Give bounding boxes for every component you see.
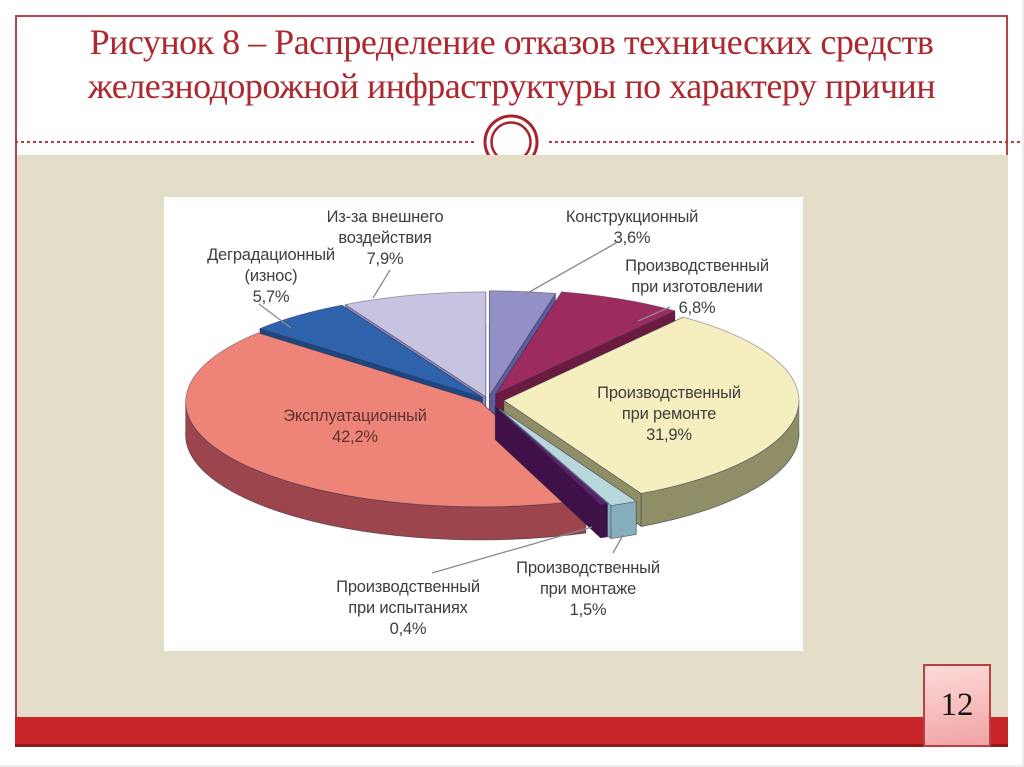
page-number-badge: 12 <box>923 664 991 747</box>
page-edge-right <box>1022 0 1024 767</box>
pie-slice-5 <box>185 332 587 541</box>
pie-label: Из-за внешнего воздействия 7,9% <box>326 208 444 268</box>
leader-line <box>258 303 292 329</box>
pie-slice-4 <box>494 406 608 539</box>
pie-label: Производственный при ремонте 31,9% <box>597 384 741 444</box>
pie-label: Производственный при изготовлении 6,8% <box>625 257 769 317</box>
footer-bar <box>15 717 1008 747</box>
leader-line <box>612 534 624 554</box>
page-edge-bottom <box>0 765 1024 767</box>
content-area: Из-за внешнего воздействия 7,9% Конструкцио… <box>17 155 1008 717</box>
leader-line <box>431 526 593 574</box>
title-line-1: Рисунок 8 – Распределение отказов технич… <box>89 22 934 62</box>
pie-label: Производственный при испытаниях 0,4% <box>336 578 480 638</box>
leader-line <box>372 269 391 299</box>
page-number: 12 <box>940 687 974 723</box>
chart-box: Из-за внешнего воздействия 7,9% Конструкцио… <box>164 197 803 651</box>
title-line-2: железнодорожной инфраструктуры по характ… <box>87 66 936 106</box>
slide-title: Рисунок 8 – Распределение отказов технич… <box>17 20 1006 140</box>
leader-line <box>523 242 617 296</box>
pie-chart-svg <box>185 242 800 574</box>
pie-label: Деградационный (износ) 5,7% <box>207 246 335 306</box>
pie-label: Конструкционный 3,6% <box>565 208 699 247</box>
pie-label: Производственный при монтаже 1,5% <box>516 559 660 619</box>
pie-label: Эксплуатационный 42,2% <box>283 407 427 446</box>
leader-line <box>637 306 671 322</box>
